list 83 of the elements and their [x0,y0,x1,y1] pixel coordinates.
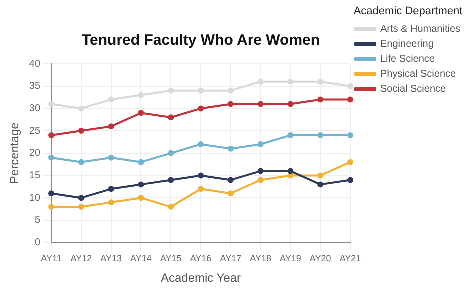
x-tick-label: AY19 [280,254,302,264]
point [228,101,234,108]
point [48,101,55,108]
point [78,204,84,210]
x-tick-label: AY15 [160,254,182,264]
y-axis-title: Percentage [8,122,22,184]
point [348,177,354,184]
point [168,114,174,121]
x-tick-label: AY16 [190,254,212,264]
point [258,168,264,174]
legend-label: Life Science [380,54,436,65]
point [228,88,234,94]
point [198,172,204,179]
point [348,83,354,90]
point [108,186,114,192]
point [48,154,55,161]
point [288,132,294,139]
point [168,204,174,210]
point [288,168,294,174]
point [48,190,55,197]
y-tick-label: 40 [29,58,41,70]
point [48,204,55,210]
y-tick-label: 5 [34,215,41,226]
point [48,132,55,139]
x-tick-label: AY20 [310,254,332,264]
point [168,177,174,184]
y-tick-label: 10 [29,192,41,204]
point [348,159,354,166]
point [228,146,234,152]
point [138,92,144,98]
x-tick-label: AY11 [41,254,62,264]
point [138,182,144,188]
point [198,88,204,94]
x-tick-label: AY21 [340,254,362,264]
point [318,172,324,179]
point [78,128,84,134]
point [318,78,324,85]
legend-label: Engineering [380,38,434,50]
point [78,106,84,112]
point [348,96,354,103]
y-tick-label: 25 [29,126,41,137]
legend-label: Physical Science [380,68,457,80]
legend-label: Social Science [380,84,447,95]
x-tick-label: AY12 [70,254,92,264]
point [348,132,354,139]
x-tick-label: AY17 [220,254,242,264]
legend-label: Arts & Humanities [380,24,461,35]
point [258,177,264,184]
point [78,159,84,166]
point [78,195,84,202]
x-tick-label: AY14 [130,254,152,264]
point [138,159,144,166]
point [318,182,324,188]
chart-title: Tenured Faculty Who Are Women [82,32,320,50]
point [288,101,294,108]
point [108,200,114,206]
point [168,88,174,94]
point [198,186,204,192]
point [228,177,234,184]
x-tick-label: AY18 [250,254,272,264]
y-tick-label: 35 [29,81,41,92]
y-tick-label: 30 [29,103,41,114]
y-tick-label: 15 [29,170,41,182]
point [258,101,264,108]
point [108,154,114,161]
point [198,141,204,148]
point [228,190,234,197]
point [258,78,264,85]
point [318,132,324,139]
point [198,106,204,112]
point [138,110,144,116]
point [288,78,294,85]
point [318,96,324,103]
y-tick-label: 20 [29,148,41,160]
x-tick-label: AY13 [100,254,122,264]
legend-title: Academic Department [354,6,463,18]
point [108,124,114,130]
y-tick-label: 0 [34,238,41,249]
x-axis-title: Academic Year [160,271,242,286]
point [168,150,174,156]
point [108,96,114,103]
point [138,195,144,202]
point [258,141,264,148]
